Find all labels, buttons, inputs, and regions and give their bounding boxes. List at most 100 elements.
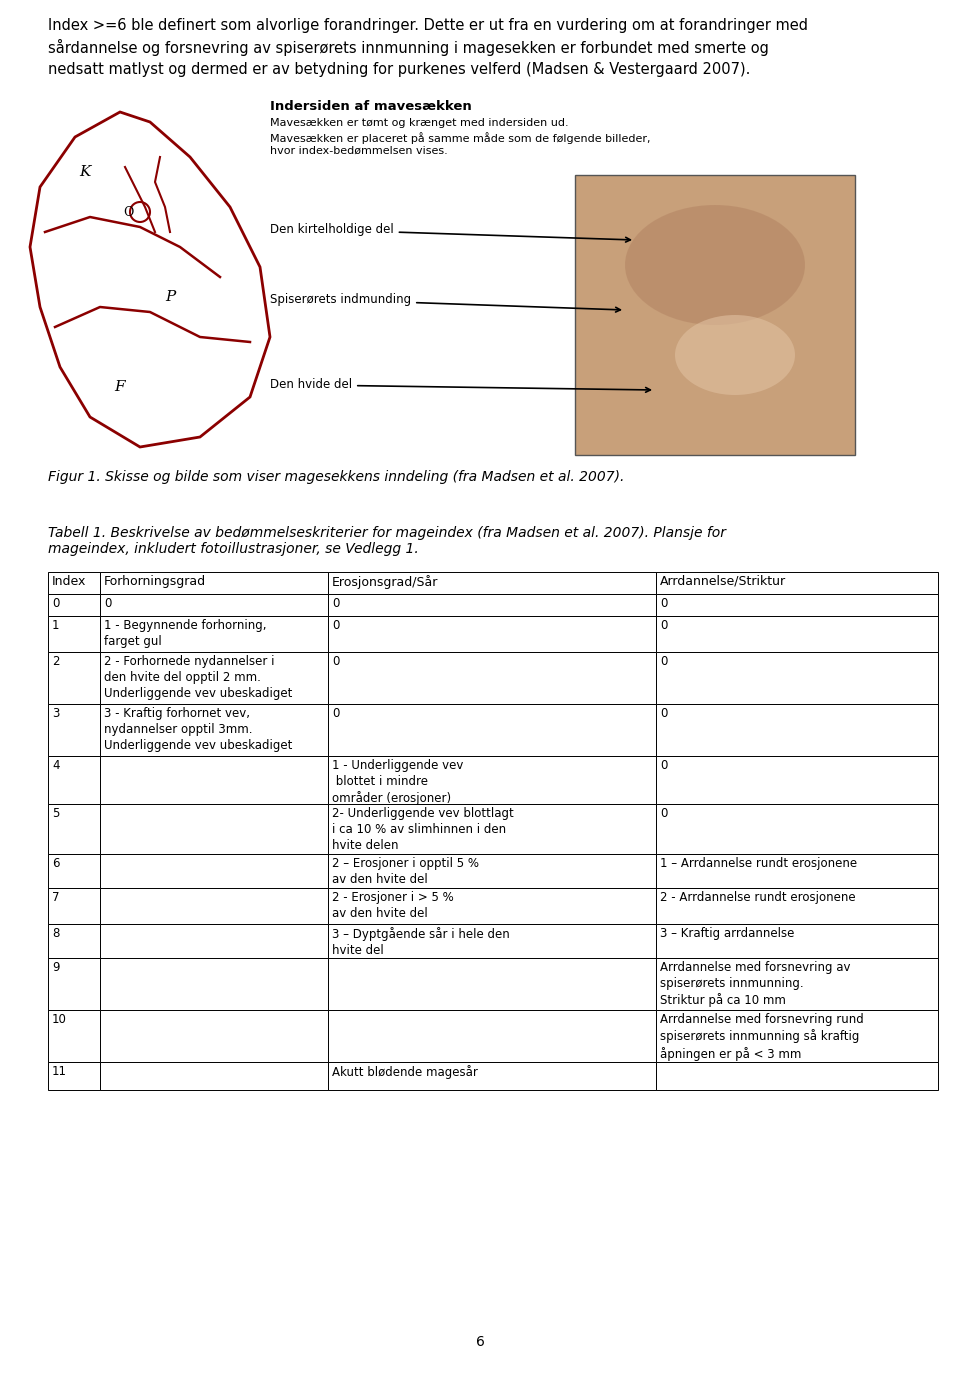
Bar <box>100 924 328 958</box>
Bar <box>48 854 100 888</box>
Bar <box>328 1062 656 1091</box>
Text: 0: 0 <box>660 759 667 772</box>
Text: 2- Underliggende vev blottlagt
i ca 10 % av slimhinnen i den
hvite delen: 2- Underliggende vev blottlagt i ca 10 %… <box>332 807 514 852</box>
Text: mageindex, inkludert fotoillustrasjoner, se Vedlegg 1.: mageindex, inkludert fotoillustrasjoner,… <box>48 543 419 556</box>
Bar <box>48 704 100 756</box>
Text: 3 – Kraftig arrdannelse: 3 – Kraftig arrdannelse <box>660 927 794 940</box>
Text: Index >=6 ble definert som alvorlige forandringer. Dette er ut fra en vurdering : Index >=6 ble definert som alvorlige for… <box>48 18 808 77</box>
Ellipse shape <box>625 205 805 325</box>
Bar <box>328 756 656 804</box>
Bar <box>656 958 938 1009</box>
Text: 1 - Underliggende vev
 blottet i mindre
områder (erosjoner): 1 - Underliggende vev blottet i mindre o… <box>332 759 464 806</box>
Bar <box>656 804 938 854</box>
Text: Indersiden af mavesækken: Indersiden af mavesækken <box>270 101 471 113</box>
Text: 2 – Erosjoner i opptil 5 %
av den hvite del: 2 – Erosjoner i opptil 5 % av den hvite … <box>332 856 479 885</box>
Bar <box>100 616 328 651</box>
Text: 10: 10 <box>52 1013 67 1026</box>
Text: 2 - Arrdannelse rundt erosjonene: 2 - Arrdannelse rundt erosjonene <box>660 891 855 903</box>
Text: 1 - Begynnende forhorning,
farget gul: 1 - Begynnende forhorning, farget gul <box>104 620 267 649</box>
Text: Mavesækken er tømt og krænget med indersiden ud.: Mavesækken er tømt og krænget med inders… <box>270 118 568 128</box>
Bar <box>48 958 100 1009</box>
Bar <box>328 616 656 651</box>
Bar <box>656 924 938 958</box>
Text: 0: 0 <box>660 655 667 668</box>
Bar <box>100 1009 328 1062</box>
Bar <box>656 593 938 616</box>
Bar <box>100 804 328 854</box>
Bar <box>100 1062 328 1091</box>
Text: 0: 0 <box>332 598 340 610</box>
Text: F: F <box>114 380 126 394</box>
Bar <box>656 888 938 924</box>
Bar <box>48 571 100 593</box>
Text: 8: 8 <box>52 927 60 940</box>
Bar <box>48 1009 100 1062</box>
Text: Arrdannelse/Striktur: Arrdannelse/Striktur <box>660 576 786 588</box>
Text: 3 - Kraftig forhornet vev,
nydannelser opptil 3mm.
Underliggende vev ubeskadiget: 3 - Kraftig forhornet vev, nydannelser o… <box>104 706 293 752</box>
Text: 5: 5 <box>52 807 60 819</box>
Text: 0: 0 <box>332 706 340 720</box>
Text: Den hvide del: Den hvide del <box>270 379 650 392</box>
Bar <box>48 756 100 804</box>
Text: 3 – Dyptgående sår i hele den
hvite del: 3 – Dyptgående sår i hele den hvite del <box>332 927 510 957</box>
Text: 1: 1 <box>52 620 60 632</box>
Text: Figur 1. Skisse og bilde som viser magesekkens inndeling (fra Madsen et al. 2007: Figur 1. Skisse og bilde som viser mages… <box>48 470 624 483</box>
Text: Arrdannelse med forsnevring rund
spiserørets innmunning så kraftig
åpningen er p: Arrdannelse med forsnevring rund spiserø… <box>660 1013 864 1060</box>
Bar <box>328 854 656 888</box>
Bar <box>656 1062 938 1091</box>
Text: 0: 0 <box>332 655 340 668</box>
Bar <box>656 1009 938 1062</box>
Bar <box>656 854 938 888</box>
Bar <box>328 651 656 704</box>
Bar <box>575 175 855 454</box>
Bar <box>100 571 328 593</box>
Text: 0: 0 <box>660 620 667 632</box>
Bar <box>656 651 938 704</box>
Text: 6: 6 <box>52 856 60 870</box>
Text: 2 - Forhornede nydannelser i
den hvite del opptil 2 mm.
Underliggende vev ubeska: 2 - Forhornede nydannelser i den hvite d… <box>104 655 293 700</box>
Bar <box>48 651 100 704</box>
Bar <box>100 651 328 704</box>
Ellipse shape <box>675 315 795 395</box>
Bar <box>48 1062 100 1091</box>
Text: K: K <box>80 165 90 179</box>
Bar <box>656 756 938 804</box>
Bar <box>48 804 100 854</box>
Text: Den kirtelholdige del: Den kirtelholdige del <box>270 223 631 242</box>
Bar <box>656 704 938 756</box>
Bar <box>100 958 328 1009</box>
Bar <box>328 888 656 924</box>
Text: Mavesækken er placeret på samme måde som de følgende billeder,: Mavesækken er placeret på samme måde som… <box>270 132 651 145</box>
Bar <box>48 616 100 651</box>
Bar <box>100 756 328 804</box>
Text: 0: 0 <box>660 598 667 610</box>
Text: Arrdannelse med forsnevring av
spiserørets innmunning.
Striktur på ca 10 mm: Arrdannelse med forsnevring av spiserøre… <box>660 961 851 1007</box>
Bar <box>100 704 328 756</box>
Text: 0: 0 <box>104 598 111 610</box>
Text: Tabell 1. Beskrivelse av bedømmelseskriterier for mageindex (fra Madsen et al. 2: Tabell 1. Beskrivelse av bedømmelseskrit… <box>48 526 726 540</box>
Text: 0: 0 <box>52 598 60 610</box>
Text: Akutt blødende magesår: Akutt blødende magesår <box>332 1064 478 1080</box>
Text: Erosjonsgrad/Sår: Erosjonsgrad/Sår <box>332 576 439 589</box>
Bar <box>328 704 656 756</box>
Text: 3: 3 <box>52 706 60 720</box>
Text: 6: 6 <box>475 1334 485 1349</box>
Text: 9: 9 <box>52 961 60 974</box>
Text: 0: 0 <box>660 807 667 819</box>
Bar <box>48 924 100 958</box>
Text: hvor index-bedømmelsen vises.: hvor index-bedømmelsen vises. <box>270 146 447 156</box>
Bar <box>328 958 656 1009</box>
Text: Forhorningsgrad: Forhorningsgrad <box>104 576 206 588</box>
Text: 0: 0 <box>332 620 340 632</box>
Text: P: P <box>165 291 175 304</box>
Text: O: O <box>123 205 133 219</box>
Text: 0: 0 <box>660 706 667 720</box>
Text: 7: 7 <box>52 891 60 903</box>
Bar <box>100 593 328 616</box>
Bar <box>328 1009 656 1062</box>
Bar <box>328 804 656 854</box>
Text: Index: Index <box>52 576 86 588</box>
Bar <box>100 888 328 924</box>
Bar <box>48 888 100 924</box>
Bar <box>656 571 938 593</box>
